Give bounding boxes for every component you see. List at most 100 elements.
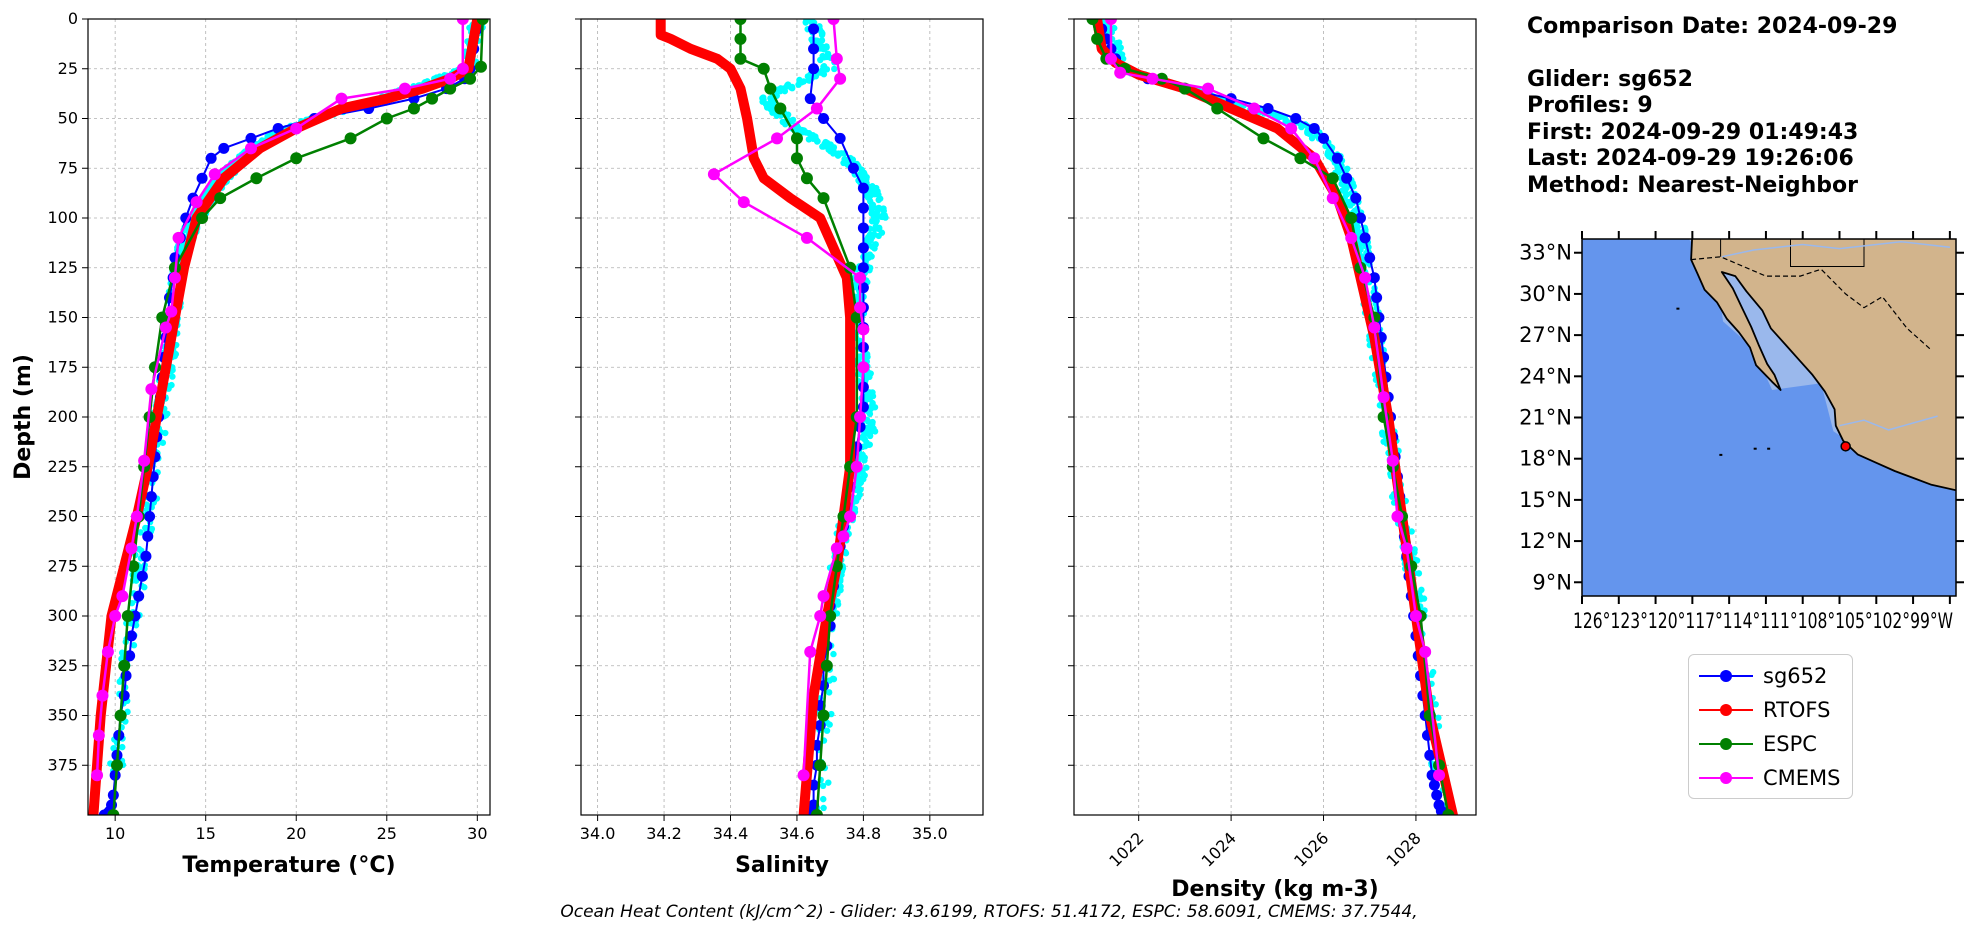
raw-glider-point [1418,586,1425,594]
series-point [159,321,172,334]
series-point [850,460,863,473]
series-point [1248,102,1261,115]
x-tick-label: 34.8 [846,824,882,843]
raw-glider-point [1408,528,1415,535]
series-point [138,454,151,467]
series-point [114,709,127,722]
raw-glider-point [1342,189,1349,197]
series-point [1400,542,1413,555]
series-cmems [707,19,870,782]
series-cmems [91,19,469,782]
raw-glider-point [804,73,812,80]
island [1719,453,1723,456]
state-border [1720,239,1865,267]
raw-glider-point [819,782,827,790]
lat-tick-label: 33°N [1519,241,1572,265]
series-point [205,152,217,164]
series-point [1104,52,1117,65]
series-point [1371,292,1383,304]
series-point [1419,645,1432,658]
series-cmems [1104,19,1446,782]
panel-1: 34.0 34.2 34.4 34.6 34.8 35.0 Salinity [575,18,984,878]
x-tick-label: 1026 [1290,828,1332,870]
x-axis-label: Salinity [735,853,829,878]
series-point [734,52,747,65]
series-point [857,222,869,234]
series-point [1354,212,1366,224]
series-point [1341,172,1353,184]
x-tick-label: 1028 [1383,828,1425,870]
y-tick-label: 25 [58,59,78,78]
series-point [707,168,720,181]
series-point [121,610,134,622]
raw-glider-point [802,19,809,26]
series-point [107,809,120,815]
series-point [1290,113,1302,124]
series-point [737,196,750,209]
series-point [734,19,747,25]
raw-glider-point [818,45,825,52]
series-point [790,132,803,145]
series-point [854,301,867,314]
international-border [1691,256,1932,351]
raw-glider-point [766,103,774,110]
raw-glider-point [863,351,871,358]
raw-glider-point [871,428,879,435]
series-point [118,690,130,702]
series-rtofs [88,19,483,815]
plot-area [655,19,889,815]
series-point [1364,252,1376,264]
series-point [1428,779,1440,791]
series-point [857,202,869,214]
series-point [118,659,131,672]
series-point [125,542,138,555]
series-point [774,102,787,115]
legend-label: CMEMS [1763,766,1841,790]
series-espc [734,19,863,815]
raw-glider-point [842,160,850,167]
series-line [712,19,865,777]
x-axis-label: Density (kg m-3) [1171,877,1379,902]
series-espc [107,19,489,815]
series-point [808,43,820,55]
series-point [476,19,489,25]
series-point [168,271,181,284]
series-point [808,63,820,75]
raw-glider-point [823,43,830,50]
series-point [844,510,857,523]
legend-item-cmems: CMEMS [1699,763,1841,793]
raw-glider-point [859,451,866,459]
y-tick-label: 0 [68,9,78,28]
series-point [109,610,122,622]
raw-glider-point [834,598,841,605]
series-point [1211,102,1224,115]
series-point [857,262,869,274]
raw-glider-point [875,225,882,233]
raw-glider-point [867,422,875,429]
legend-marker-rtofs [1699,704,1753,716]
series-point [790,152,803,165]
lat-tick-label: 27°N [1519,323,1572,347]
series-point [290,152,303,165]
series-point [1091,32,1104,45]
series-point [125,630,137,642]
panel-0: 0 25 50 75 100 125 150 175 200 225 250 275 300 325 350… [11,9,491,878]
raw-glider-point [830,675,838,683]
series-point [208,168,221,181]
lat-tick-label: 21°N [1519,406,1572,430]
raw-glider-point [837,583,844,590]
lon-tick-labels: 126°123°120°117°114°111°108°105°102°99°W [1573,609,1953,633]
series-point [844,261,857,274]
series-point [830,542,843,555]
series-point [818,113,830,124]
series-point [1257,132,1270,145]
series-point [244,142,257,155]
raw-glider-point [143,506,151,513]
legend-label: ESPC [1763,732,1817,756]
series-point [1262,103,1274,115]
series-point [380,112,393,125]
series-point [764,82,777,95]
series-point [1331,152,1343,164]
legend-item-sg652: sg652 [1699,661,1827,691]
